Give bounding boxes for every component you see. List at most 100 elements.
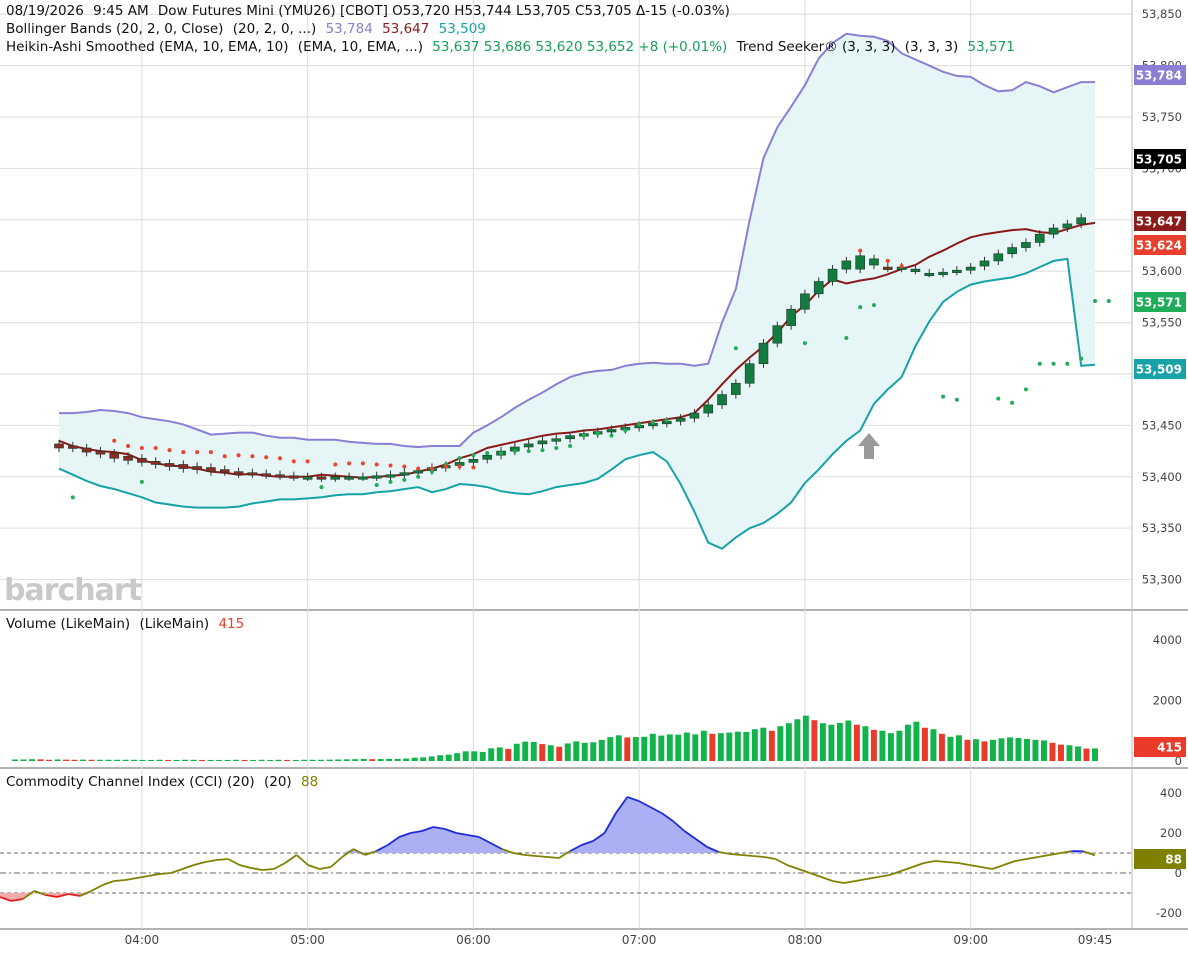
ha-candle[interactable]: [758, 342, 769, 365]
volume-bar[interactable]: [488, 748, 495, 761]
volume-bar[interactable]: [369, 759, 376, 761]
volume-bar[interactable]: [258, 759, 265, 761]
ha-candle[interactable]: [399, 472, 410, 476]
volume-bar[interactable]: [981, 741, 988, 761]
volume-bar[interactable]: [1049, 742, 1056, 761]
volume-bar[interactable]: [845, 720, 852, 761]
volume-bar[interactable]: [743, 731, 750, 761]
ha-candle[interactable]: [81, 447, 92, 453]
volume-bar[interactable]: [879, 730, 886, 761]
volume-bar[interactable]: [624, 737, 631, 761]
volume-bar[interactable]: [998, 738, 1005, 761]
volume-bar[interactable]: [726, 732, 733, 761]
volume-bar[interactable]: [573, 741, 580, 761]
ha-candle[interactable]: [275, 474, 285, 478]
volume-bar[interactable]: [896, 730, 903, 761]
volume-bar[interactable]: [734, 731, 741, 761]
volume-bar[interactable]: [403, 758, 410, 761]
volume-bar[interactable]: [267, 759, 274, 761]
ha-candle[interactable]: [385, 474, 396, 478]
volume-bar[interactable]: [921, 727, 928, 761]
volume-bars[interactable]: [12, 715, 1098, 761]
ha-candle[interactable]: [924, 272, 935, 277]
volume-bar[interactable]: [904, 724, 911, 761]
volume-bar[interactable]: [785, 723, 792, 761]
volume-bar[interactable]: [590, 742, 597, 761]
volume-bar[interactable]: [20, 759, 27, 761]
volume-bar[interactable]: [989, 739, 996, 761]
volume-bar[interactable]: [700, 730, 707, 761]
volume-bar[interactable]: [666, 734, 673, 761]
ha-candle[interactable]: [192, 466, 202, 470]
volume-bar[interactable]: [972, 739, 979, 761]
volume-bar[interactable]: [1006, 737, 1013, 761]
volume-bar[interactable]: [241, 759, 248, 761]
ha-candle[interactable]: [468, 459, 479, 463]
ha-candle[interactable]: [841, 260, 852, 270]
volume-bar[interactable]: [513, 743, 520, 761]
volume-bar[interactable]: [131, 759, 138, 761]
volume-bar[interactable]: [173, 759, 180, 761]
ha-candle[interactable]: [206, 467, 216, 472]
volume-bar[interactable]: [811, 720, 818, 761]
volume-bar[interactable]: [709, 733, 716, 761]
ha-candle[interactable]: [827, 268, 838, 282]
ha-candle[interactable]: [979, 260, 990, 267]
volume-bar[interactable]: [63, 759, 69, 761]
volume-bar[interactable]: [292, 759, 299, 761]
volume-bar[interactable]: [1058, 744, 1064, 761]
volume-bar[interactable]: [751, 729, 758, 761]
volume-bar[interactable]: [777, 726, 784, 761]
ha-candle[interactable]: [772, 325, 783, 344]
volume-bar[interactable]: [88, 759, 95, 761]
volume-bar[interactable]: [1032, 739, 1039, 761]
ha-candle[interactable]: [482, 454, 493, 460]
volume-bar[interactable]: [547, 745, 554, 761]
ha-candle[interactable]: [109, 452, 120, 459]
volume-bar[interactable]: [437, 755, 444, 761]
volume-bar[interactable]: [394, 758, 401, 761]
ha-candle[interactable]: [1021, 242, 1031, 248]
ha-candle[interactable]: [150, 461, 161, 465]
ha-candle[interactable]: [123, 455, 133, 461]
volume-bar[interactable]: [122, 759, 129, 761]
ha-candle[interactable]: [95, 450, 106, 455]
volume-bar[interactable]: [862, 726, 869, 761]
volume-bar[interactable]: [632, 737, 639, 761]
volume-bar[interactable]: [377, 759, 384, 761]
legend-instrument[interactable]: Dow Futures Mini (YMU26) [CBOT]: [157, 3, 388, 19]
volume-bar[interactable]: [360, 758, 367, 761]
volume-bar[interactable]: [539, 744, 546, 761]
ha-candle[interactable]: [813, 281, 824, 295]
ha-candle[interactable]: [689, 412, 700, 419]
ha-candle[interactable]: [1076, 217, 1086, 225]
volume-bar[interactable]: [224, 759, 231, 761]
cci-name[interactable]: Commodity Channel Index (CCI) (20): [6, 774, 255, 790]
volume-bar[interactable]: [1015, 738, 1022, 761]
ha-candle[interactable]: [1034, 233, 1045, 243]
volume-bar[interactable]: [207, 759, 214, 761]
ha-candle[interactable]: [537, 440, 548, 445]
volume-bar[interactable]: [522, 741, 529, 761]
ha-candle[interactable]: [247, 472, 258, 476]
volume-bar[interactable]: [913, 721, 920, 761]
volume-bar[interactable]: [615, 735, 622, 761]
ha-candle[interactable]: [910, 268, 921, 272]
volume-bar[interactable]: [105, 759, 112, 761]
volume-bar[interactable]: [1083, 748, 1090, 761]
volume-bar[interactable]: [870, 729, 877, 761]
ha-candle[interactable]: [786, 308, 796, 326]
ha-candle[interactable]: [178, 464, 189, 469]
volume-bar[interactable]: [853, 724, 860, 761]
ha-candle[interactable]: [703, 404, 714, 414]
ha-candle[interactable]: [54, 443, 64, 449]
ha-candle[interactable]: [219, 469, 230, 473]
ha-candle[interactable]: [371, 475, 382, 479]
ha-candle[interactable]: [413, 470, 423, 474]
volume-bar[interactable]: [335, 759, 342, 761]
ha-candle[interactable]: [675, 417, 686, 422]
volume-bar[interactable]: [649, 733, 656, 761]
volume-bar[interactable]: [156, 759, 163, 761]
volume-bar[interactable]: [97, 759, 104, 761]
